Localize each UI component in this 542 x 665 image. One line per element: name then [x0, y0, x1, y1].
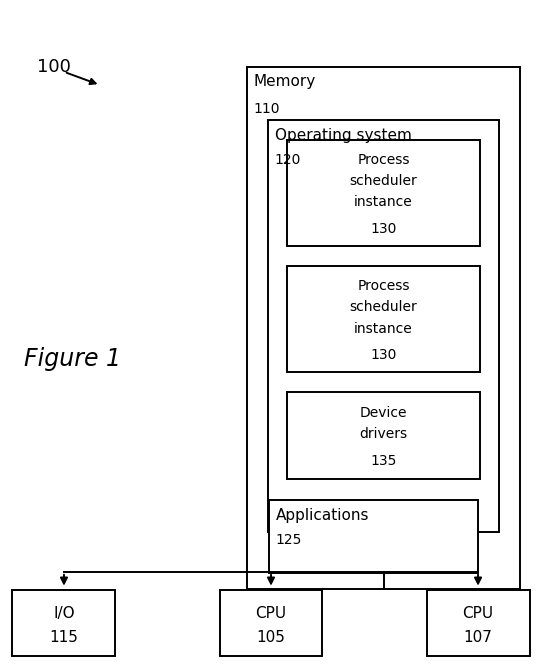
Bar	[268, 120, 499, 532]
Text: 120: 120	[275, 153, 301, 167]
Text: scheduler: scheduler	[350, 300, 417, 315]
Text: 130: 130	[370, 348, 397, 362]
Bar	[220, 590, 322, 656]
Text: 105: 105	[256, 630, 286, 645]
Text: scheduler: scheduler	[350, 174, 417, 188]
Text: 130: 130	[370, 221, 397, 236]
Text: Operating system: Operating system	[275, 128, 412, 143]
Text: 110: 110	[253, 102, 280, 116]
Text: instance: instance	[354, 195, 413, 209]
Text: Memory: Memory	[253, 74, 315, 90]
Bar	[287, 392, 480, 479]
Text: Applications: Applications	[276, 508, 370, 523]
Text: 107: 107	[463, 630, 493, 645]
Bar	[247, 66, 520, 589]
Text: CPU: CPU	[462, 606, 494, 621]
Text: CPU: CPU	[255, 606, 287, 621]
Text: 115: 115	[49, 630, 79, 645]
Bar	[427, 590, 530, 656]
Bar	[269, 500, 478, 573]
Text: Device: Device	[360, 406, 407, 420]
Text: 100: 100	[37, 57, 70, 76]
Text: Process: Process	[357, 279, 410, 293]
Bar	[12, 590, 115, 656]
Bar	[287, 266, 480, 372]
Text: drivers: drivers	[359, 427, 408, 442]
Text: instance: instance	[354, 321, 413, 336]
Text: 135: 135	[370, 454, 397, 468]
Text: Process: Process	[357, 152, 410, 167]
Text: I/O: I/O	[53, 606, 75, 621]
Bar	[287, 140, 480, 246]
Text: 125: 125	[276, 533, 302, 547]
Text: Figure 1: Figure 1	[24, 347, 121, 371]
